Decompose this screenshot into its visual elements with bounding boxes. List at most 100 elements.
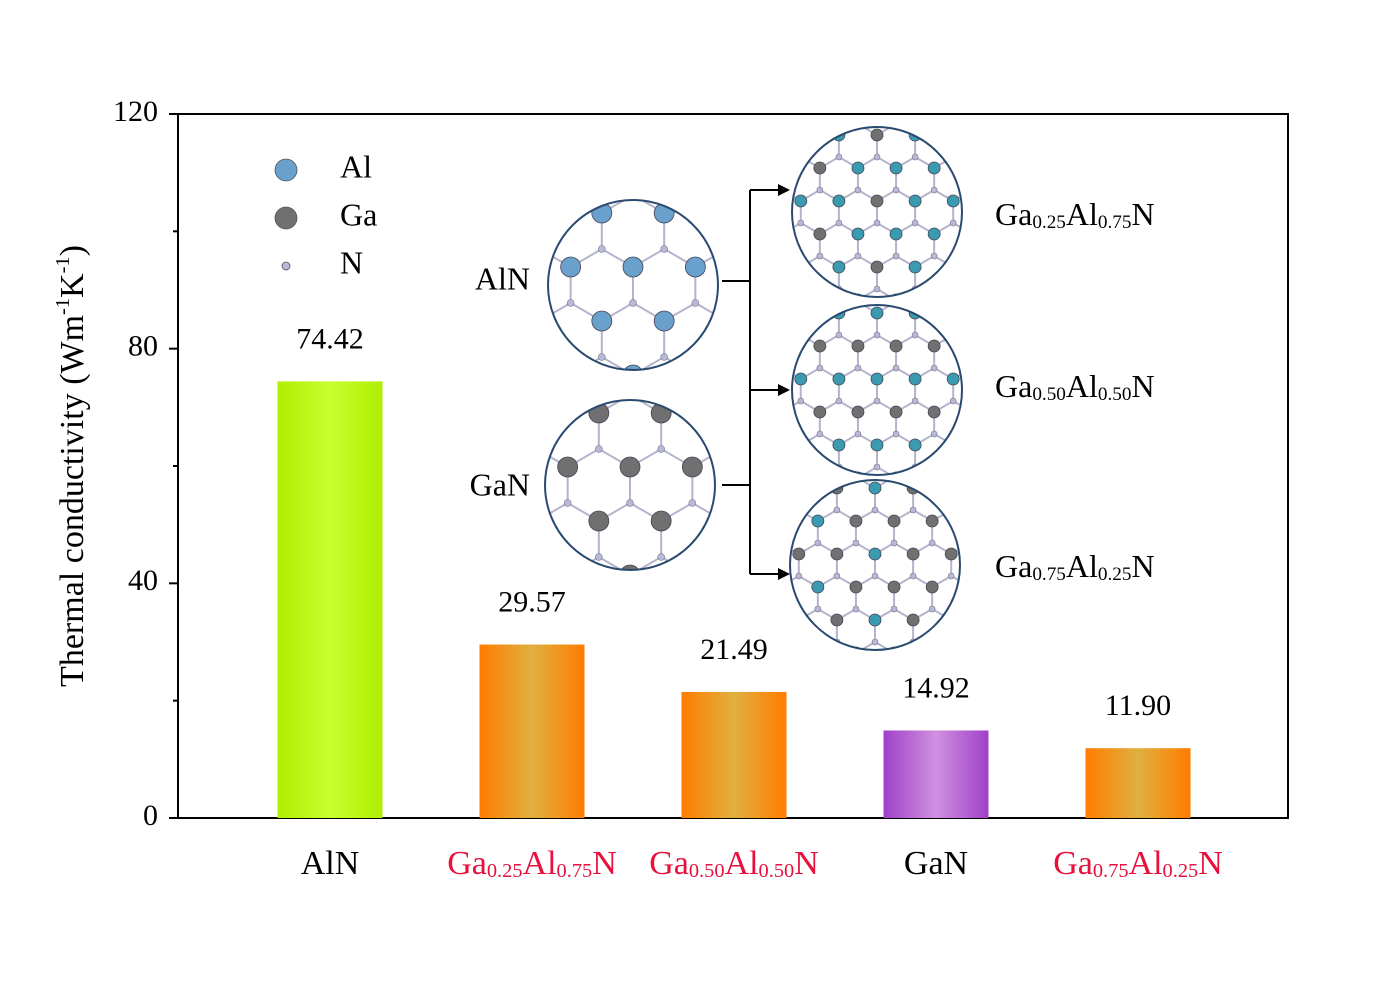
metal-atom [870, 372, 884, 386]
bond [727, 357, 758, 375]
x-tick-label: Ga0.25Al0.75N [447, 845, 617, 882]
bond [952, 222, 962, 235]
metal-atom [852, 274, 864, 286]
metal-atom [794, 260, 808, 274]
arrow-heads [778, 184, 790, 580]
bond [798, 480, 819, 489]
metal-atom [776, 406, 788, 418]
metal-atom [851, 339, 865, 353]
metal-atom [495, 565, 515, 585]
n-atom [909, 506, 917, 514]
metal-atom [813, 471, 827, 475]
metal-atom [946, 438, 960, 452]
n-atom [751, 500, 758, 507]
bond [991, 467, 1010, 478]
metal-atom [684, 364, 706, 370]
bond [972, 368, 991, 379]
bond [763, 401, 782, 412]
n-atom [988, 398, 994, 404]
metal-atom [622, 364, 644, 370]
n-atom [627, 392, 634, 399]
n-atom [777, 606, 783, 612]
n-atom [873, 285, 881, 293]
metal-atom [906, 547, 920, 561]
metal-atom [983, 614, 995, 626]
metal-atom [908, 194, 922, 208]
n-atom [688, 499, 697, 507]
metal-atom [928, 96, 940, 108]
n-atom [911, 397, 919, 405]
bond [727, 411, 758, 429]
metal-atom [966, 162, 978, 174]
metal-atom [946, 372, 960, 386]
legend-atom [281, 261, 291, 271]
metal-atom [966, 340, 978, 352]
metal-atom [794, 438, 808, 452]
bond [744, 223, 763, 234]
n-atom [967, 606, 973, 612]
bond [896, 533, 915, 544]
metal-atom [557, 456, 579, 478]
metal-atom [944, 481, 958, 495]
n-atom [595, 445, 603, 453]
bond [661, 611, 692, 629]
bond [790, 641, 800, 650]
metal-atom [964, 515, 976, 527]
n-atom [595, 662, 602, 669]
metal-atom [619, 564, 641, 570]
metal-atom [774, 515, 786, 527]
n-atom [890, 539, 898, 547]
n-atom [626, 499, 634, 507]
metal-atom [757, 261, 769, 273]
metal-atom [927, 471, 941, 475]
n-atom [598, 353, 606, 361]
bond [598, 556, 631, 570]
n-atom [797, 153, 805, 161]
metal-atom [792, 481, 806, 495]
n-atom [892, 364, 900, 372]
n-atom [949, 219, 957, 227]
metal-atom [927, 227, 941, 241]
y-axis-label: Thermal conductivity (Wm-1K-1) [52, 245, 91, 687]
bond [691, 502, 715, 522]
n-atom [661, 462, 668, 469]
n-atom [816, 364, 824, 372]
bond [933, 466, 954, 475]
metal-atom [831, 680, 843, 692]
n-atom [892, 305, 900, 306]
n-atom [874, 530, 880, 536]
metal-atom [653, 310, 675, 332]
n-atom [949, 463, 957, 471]
metal-atom [650, 510, 672, 532]
legend-label: Ga [340, 196, 377, 232]
metal-atom [811, 514, 825, 528]
metal-atom [794, 306, 808, 320]
n-atom [567, 192, 574, 199]
n-atom [689, 392, 696, 399]
bond [931, 480, 952, 489]
n-atom [928, 539, 936, 547]
metal-atom [745, 457, 765, 477]
bond [877, 322, 896, 333]
n-atom [533, 446, 540, 453]
bond [914, 305, 935, 314]
n-atom [598, 245, 606, 253]
metal-atom [713, 402, 715, 424]
metal-atom [869, 680, 881, 692]
y-tick-label: 40 [128, 564, 158, 597]
bond [474, 503, 505, 521]
bond [915, 355, 934, 366]
bond [744, 401, 763, 412]
n-atom [816, 430, 824, 438]
metal-atom [684, 256, 706, 278]
metal-atom [560, 256, 582, 278]
metal-atom [870, 260, 884, 274]
n-atom [779, 431, 785, 437]
structure-border [547, 199, 719, 371]
n-atom [852, 605, 860, 613]
bond [758, 411, 789, 429]
n-atom [797, 331, 805, 339]
metal-atom [813, 227, 827, 241]
bond [800, 305, 821, 314]
bond [857, 288, 878, 297]
